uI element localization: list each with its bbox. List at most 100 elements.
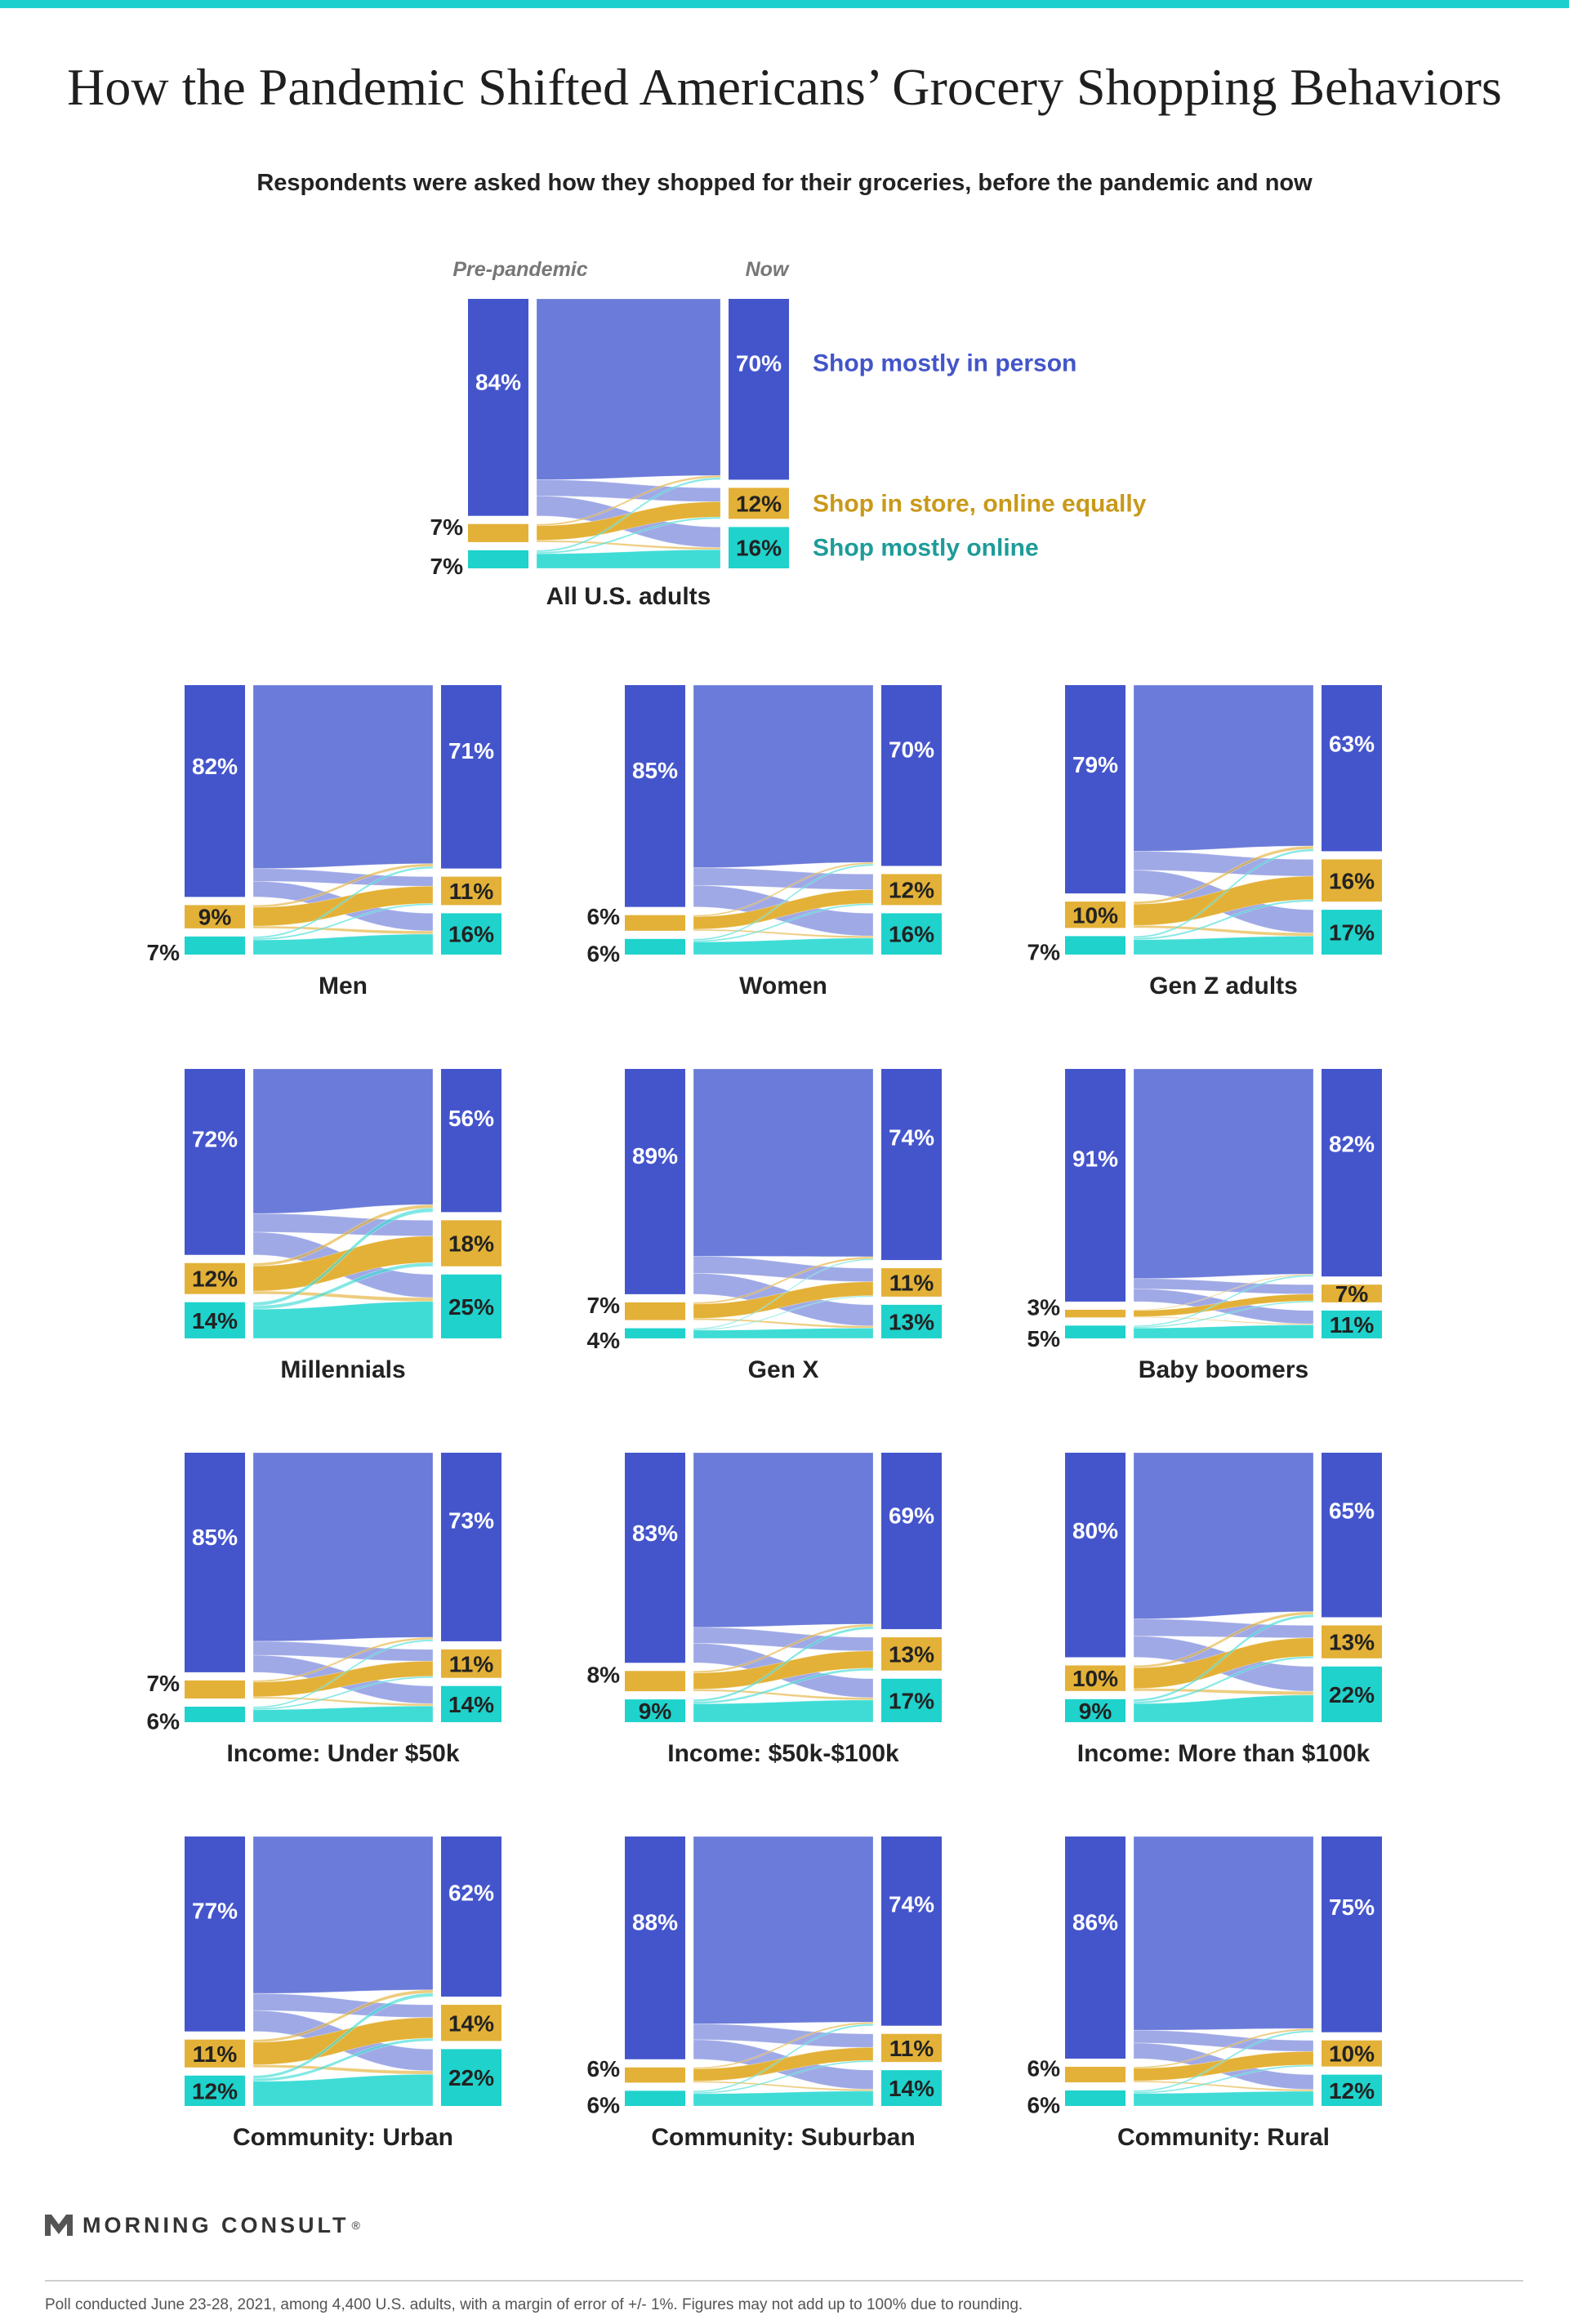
income-50k-100k-now-in-person-bar xyxy=(881,1453,942,1630)
women-flow-online-to-online xyxy=(693,937,874,955)
millennials-flow-online-to-online xyxy=(252,1301,434,1339)
millennials-flow-in-person-to-in-person xyxy=(252,1068,434,1214)
baby-boomers-now-in-person-label: 82% xyxy=(1329,1132,1375,1157)
income-under-50k-group-label: Income: Under $50k xyxy=(226,1740,459,1767)
community-urban-now-in-person-bar xyxy=(441,1836,501,1997)
community-suburban-now-in-person-bar xyxy=(881,1836,942,2026)
income-50k-100k-now-equal-bar xyxy=(881,1637,942,1671)
gen-x-pre-online-label: 4% xyxy=(587,1328,621,1353)
men-now-in-person-label: 71% xyxy=(448,738,494,764)
men-now-online-bar xyxy=(441,913,501,955)
community-rural-flow-online-to-equal xyxy=(1133,2064,1314,2095)
baby-boomers-flow-equal-to-online xyxy=(1133,1316,1314,1325)
community-urban-flow-equal-to-in-person xyxy=(252,1989,434,2043)
income-more-than-100k-now-in-person-bar xyxy=(1322,1453,1382,1618)
all-u-s-adults-now-online-bar xyxy=(729,527,789,568)
column-label-now: Now xyxy=(746,258,790,281)
legend-in-person: Shop mostly in person xyxy=(813,350,1076,377)
gen-z-adults-now-in-person-label: 63% xyxy=(1329,731,1375,756)
community-suburban-group-label: Community: Suburban xyxy=(651,2124,915,2151)
column-label-pre: Pre-pandemic xyxy=(452,258,587,281)
income-more-than-100k-pre-in-person-bar xyxy=(1065,1453,1125,1658)
income-50k-100k-flow-online-to-equal xyxy=(693,1667,874,1704)
community-rural-pre-online-label: 6% xyxy=(1027,2093,1061,2118)
all-u-s-adults-flow-online-to-equal xyxy=(536,516,721,554)
all-u-s-adults-flow-online-to-online xyxy=(536,549,721,569)
brand-logo-text: MORNING CONSULT xyxy=(82,2212,350,2237)
millennials-now-online-label: 25% xyxy=(448,1294,494,1320)
women-now-in-person-bar xyxy=(881,685,942,866)
income-more-than-100k-pre-equal-bar xyxy=(1065,1665,1125,1691)
gen-z-adults-pre-online-label: 7% xyxy=(1027,940,1061,965)
all-u-s-adults-pre-in-person-bar xyxy=(468,299,528,516)
sankey-chart: 84% 7% 7% 70% 12% 16% All U.S. adults Pre-pande… xyxy=(147,258,1382,2151)
community-suburban-pre-online-label: 6% xyxy=(587,2093,621,2118)
women-pre-equal-bar xyxy=(625,915,685,931)
baby-boomers-pre-equal-label: 3% xyxy=(1027,1295,1061,1320)
income-more-than-100k-now-equal-label: 13% xyxy=(1329,1630,1375,1655)
baby-boomers-group-label: Baby boomers xyxy=(1139,1356,1308,1383)
footnote: Poll conducted June 23-28, 2021, among 4… xyxy=(45,2296,1023,2313)
baby-boomers-pre-online-label: 5% xyxy=(1027,1326,1061,1351)
baby-boomers-now-equal-bar xyxy=(1322,1284,1382,1302)
baby-boomers-flow-in-person-to-in-person xyxy=(1133,1068,1314,1280)
income-under-50k-pre-online-label: 6% xyxy=(147,1709,181,1734)
income-more-than-100k-pre-equal-label: 10% xyxy=(1072,1666,1118,1691)
gen-x-group-label: Gen X xyxy=(748,1356,819,1383)
gen-x-pre-online-bar xyxy=(625,1328,685,1338)
income-50k-100k-flow-in-person-to-in-person xyxy=(693,1452,874,1628)
millennials-flow-online-to-in-person xyxy=(252,1207,434,1307)
community-urban-flow-equal-to-equal xyxy=(252,2017,434,2065)
women-now-online-bar xyxy=(881,913,942,955)
community-rural-group-label: Community: Rural xyxy=(1117,2124,1330,2151)
women-pre-in-person-label: 85% xyxy=(632,758,678,783)
income-under-50k-pre-equal-bar xyxy=(185,1680,245,1699)
all-u-s-adults-flow-online-to-in-person xyxy=(536,477,721,553)
women-now-in-person-label: 70% xyxy=(889,737,934,763)
all-u-s-adults-pre-equal-bar xyxy=(468,523,528,542)
all-u-s-adults-pre-equal-label: 7% xyxy=(430,514,464,540)
gen-x-now-in-person-label: 74% xyxy=(889,1125,934,1151)
men-pre-in-person-label: 82% xyxy=(192,754,238,779)
gen-x-pre-in-person-label: 89% xyxy=(632,1143,678,1169)
community-urban-now-online-label: 22% xyxy=(448,2065,494,2090)
community-rural-flow-online-to-online xyxy=(1133,2090,1314,2107)
all-u-s-adults-now-equal-bar xyxy=(729,488,789,519)
baby-boomers-pre-equal-bar xyxy=(1065,1309,1125,1318)
income-more-than-100k-now-online-label: 22% xyxy=(1329,1682,1375,1707)
gen-z-adults-now-equal-label: 16% xyxy=(1329,868,1375,893)
baby-boomers-pre-online-bar xyxy=(1065,1325,1125,1338)
income-more-than-100k-now-online-bar xyxy=(1322,1666,1382,1722)
income-50k-100k-now-online-label: 17% xyxy=(889,1688,934,1713)
men-pre-online-bar xyxy=(185,936,245,955)
millennials-pre-equal-label: 12% xyxy=(192,1267,238,1292)
baby-boomers-flow-online-to-equal xyxy=(1133,1300,1314,1329)
gen-z-adults-flow-online-to-in-person xyxy=(1133,848,1314,938)
all-u-s-adults-now-in-person-bar xyxy=(729,299,789,480)
men-now-equal-bar xyxy=(441,876,501,906)
all-u-s-adults-now-online-label: 16% xyxy=(736,536,782,561)
community-suburban-flow-in-person-to-in-person xyxy=(693,1836,874,2024)
community-rural-flow-in-person-to-in-person xyxy=(1133,1836,1314,2031)
gen-z-adults-flow-online-to-online xyxy=(1133,935,1314,955)
income-50k-100k-group-label: Income: $50k-$100k xyxy=(667,1740,899,1767)
all-u-s-adults-flow-in-person-to-in-person xyxy=(536,298,721,480)
men-pre-equal-bar xyxy=(185,905,245,928)
millennials-now-in-person-bar xyxy=(441,1069,501,1213)
income-more-than-100k-now-equal-bar xyxy=(1322,1625,1382,1658)
baby-boomers-now-online-bar xyxy=(1322,1310,1382,1338)
community-suburban-pre-equal-label: 6% xyxy=(587,2056,621,2081)
millennials-pre-equal-bar xyxy=(185,1262,245,1294)
community-urban-group-label: Community: Urban xyxy=(233,2124,453,2151)
income-more-than-100k-flow-online-to-online xyxy=(1133,1694,1314,1723)
men-pre-in-person-bar xyxy=(185,685,245,897)
community-urban-now-equal-bar xyxy=(441,2005,501,2041)
community-rural-now-in-person-label: 75% xyxy=(1329,1894,1375,1920)
income-50k-100k-now-online-bar xyxy=(881,1678,942,1722)
men-flow-equal-to-in-person xyxy=(252,863,434,908)
all-u-s-adults-group-label: All U.S. adults xyxy=(546,583,711,610)
morning-consult-logo-icon xyxy=(45,2215,73,2236)
income-under-50k-pre-in-person-label: 85% xyxy=(192,1525,238,1550)
gen-x-now-in-person-bar xyxy=(881,1069,942,1261)
income-under-50k-pre-online-bar xyxy=(185,1707,245,1722)
